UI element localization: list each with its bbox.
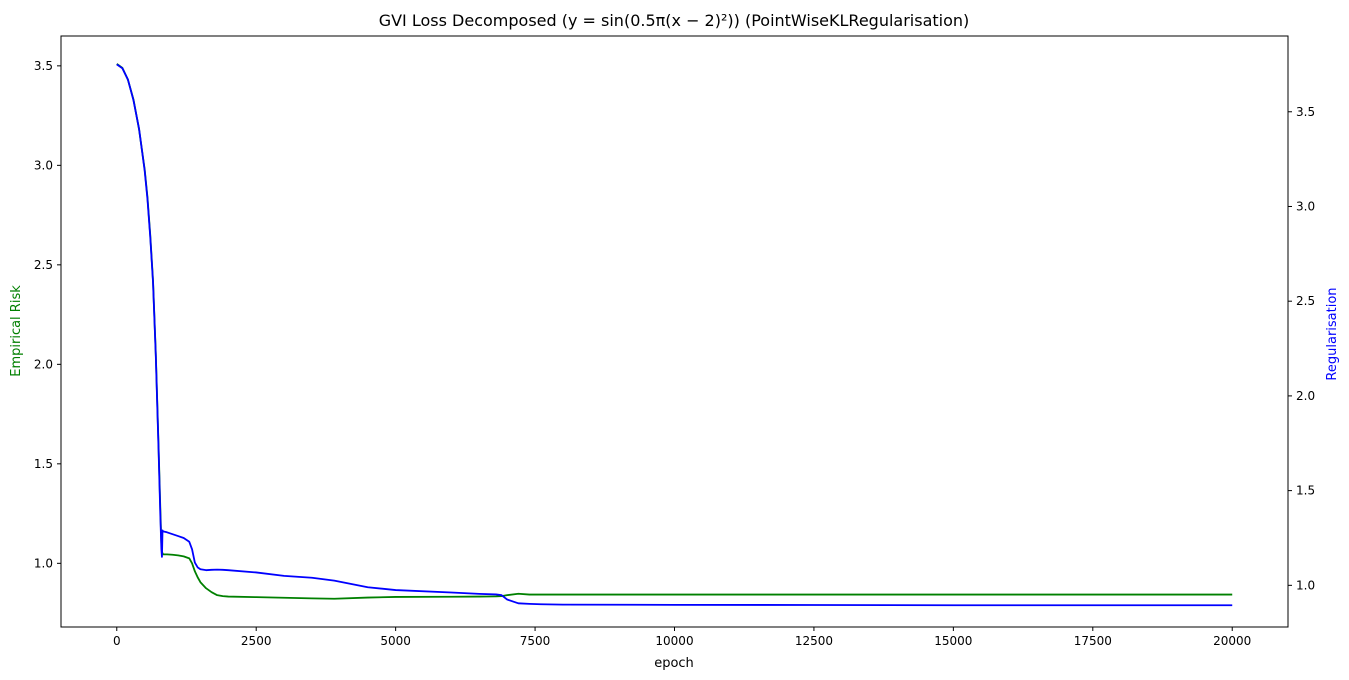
y-axis-right-label: Regularisation <box>1325 287 1340 380</box>
y-right-tick-label: 2.5 <box>1296 294 1315 308</box>
y-axis-left: 1.0 1.5 2.0 2.5 3.0 3.5 <box>34 59 61 570</box>
series-line-regularisation <box>116 63 1233 607</box>
x-tick-label: 10000 <box>655 634 693 648</box>
y-left-tick-label: 3.0 <box>34 158 53 172</box>
chart-title: GVI Loss Decomposed (y = sin(0.5π(x − 2)… <box>379 11 970 30</box>
y-left-tick-label: 1.0 <box>34 556 53 570</box>
y-left-tick-label: 2.0 <box>34 357 53 371</box>
y-right-tick-label: 3.5 <box>1296 105 1315 119</box>
x-tick-label: 0 <box>113 634 121 648</box>
y-right-tick-label: 1.0 <box>1296 578 1315 592</box>
y-right-tick-label: 2.0 <box>1296 389 1315 403</box>
y-axis-left-label: Empirical Risk <box>9 285 24 377</box>
x-tick-label: 7500 <box>520 634 551 648</box>
y-right-tick-label: 1.5 <box>1296 484 1315 498</box>
x-axis: 0 2500 5000 7500 10000 12500 15000 17500 20000 <box>113 627 1251 648</box>
series-layer <box>116 63 1233 607</box>
x-tick-label: 17500 <box>1074 634 1112 648</box>
x-tick-label: 5000 <box>380 634 411 648</box>
y-left-tick-label: 2.5 <box>34 258 53 272</box>
y-left-tick-label: 3.5 <box>34 59 53 73</box>
x-axis-label: epoch <box>654 656 694 671</box>
x-tick-label: 15000 <box>934 634 972 648</box>
x-tick-label: 2500 <box>241 634 272 648</box>
y-left-tick-label: 1.5 <box>34 457 53 471</box>
y-axis-right: 1.0 1.5 2.0 2.5 3.0 3.5 <box>1288 105 1315 592</box>
x-tick-label: 12500 <box>795 634 833 648</box>
x-tick-label: 20000 <box>1213 634 1251 648</box>
y-right-tick-label: 3.0 <box>1296 199 1315 213</box>
